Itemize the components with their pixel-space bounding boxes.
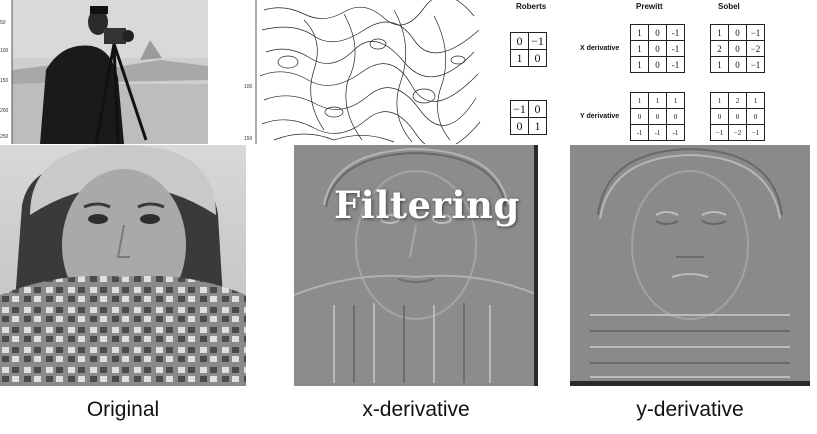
caption-original: Original — [86, 398, 160, 421]
kernel-cell: 0 — [728, 24, 747, 41]
prewitt-x-kernel: 1 0 -1 1 0 -1 1 0 -1 — [630, 24, 685, 73]
kernel-cell: 0 — [510, 32, 529, 50]
x-derivative-label: X derivative — [580, 45, 620, 52]
kernel-cell: 1 — [528, 117, 547, 135]
kernel-cell: -1 — [666, 56, 685, 73]
y-derivative-image — [570, 145, 810, 386]
kernel-cell: -1 — [630, 124, 649, 141]
cameraman-tick: 50 — [0, 20, 6, 26]
contour-image — [244, 0, 484, 144]
kernel-cell: 2 — [710, 40, 729, 57]
caption-x-derivative: x-derivative — [362, 398, 470, 421]
kernel-cell: 0 — [728, 40, 747, 57]
kernel-cell: −1 — [528, 32, 547, 50]
filtering-title: Filtering — [334, 183, 520, 227]
kernel-cell: 0 — [528, 100, 547, 118]
original-image — [0, 145, 246, 386]
cameraman-tick: 250 — [0, 134, 9, 140]
kernel-cell: −2 — [728, 124, 747, 141]
sobel-x-kernel: 1 0 −1 2 0 −2 1 0 −1 — [710, 24, 765, 73]
y-derivative-label: Y derivative — [580, 113, 620, 120]
kernel-cell: −2 — [746, 40, 765, 57]
kernel-cell: 0 — [666, 108, 685, 125]
kernel-cell: −1 — [746, 24, 765, 41]
kernel-cell: 0 — [528, 49, 547, 67]
kernel-cell: 0 — [510, 117, 529, 135]
prewitt-title: Prewitt — [636, 2, 663, 11]
contour-tick: 150 — [244, 136, 253, 142]
kernel-cell: 1 — [630, 92, 649, 109]
cameraman-image — [0, 0, 208, 144]
kernel-cell: 0 — [728, 108, 747, 125]
kernel-cell: 1 — [648, 92, 667, 109]
kernel-cell: −1 — [746, 124, 765, 141]
kernel-cell: 0 — [710, 108, 729, 125]
kernel-cell: 1 — [746, 92, 765, 109]
kernel-cell: 1 — [630, 40, 649, 57]
kernel-cell: 0 — [648, 56, 667, 73]
kernel-cell: -1 — [666, 24, 685, 41]
contour-plot: 100 150 — [244, 0, 484, 144]
kernel-cell: −1 — [710, 124, 729, 141]
kernel-cell: −1 — [510, 100, 529, 118]
kernel-cell: 1 — [710, 24, 729, 41]
kernel-cell: 1 — [710, 56, 729, 73]
kernel-cell: -1 — [648, 124, 667, 141]
caption-y-derivative: y-derivative — [636, 398, 744, 421]
cameraman-plot: 50 100 150 200 250 — [0, 0, 208, 144]
kernel-cell: 2 — [728, 92, 747, 109]
kernel-cell: 0 — [648, 108, 667, 125]
kernel-cell: 1 — [630, 24, 649, 41]
sobel-title: Sobel — [718, 2, 740, 11]
kernel-cell: 0 — [648, 40, 667, 57]
kernel-cell: -1 — [666, 124, 685, 141]
kernel-cell: 1 — [666, 92, 685, 109]
kernel-cell: 0 — [648, 24, 667, 41]
kernel-cell: -1 — [666, 40, 685, 57]
roberts-title: Roberts — [516, 2, 547, 11]
kernel-cell: 1 — [630, 56, 649, 73]
contour-tick: 100 — [244, 84, 253, 90]
kernel-cell: −1 — [746, 56, 765, 73]
kernel-cell: 0 — [746, 108, 765, 125]
cameraman-tick: 200 — [0, 108, 9, 114]
cameraman-tick: 100 — [0, 48, 9, 54]
kernel-cell: 1 — [710, 92, 729, 109]
kernel-cell: 1 — [510, 49, 529, 67]
kernel-cell: 0 — [630, 108, 649, 125]
x-derivative-image — [294, 145, 538, 386]
cameraman-tick: 150 — [0, 78, 9, 84]
kernel-cell: 0 — [728, 56, 747, 73]
